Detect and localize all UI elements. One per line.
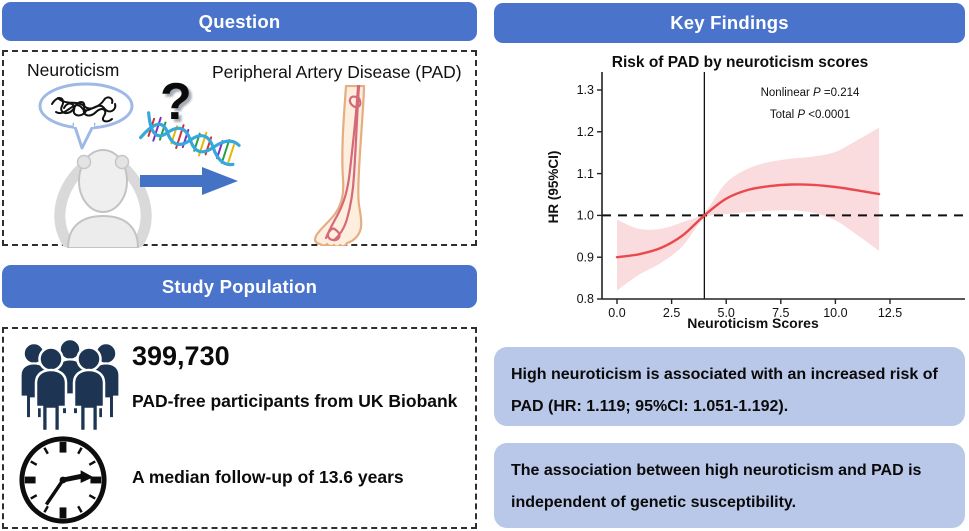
chart-title: Risk of PAD by neuroticism scores: [611, 54, 869, 71]
question-panel: Neuroticism Peripheral Artery Disease (P…: [2, 50, 477, 248]
participant-count: 399,730: [132, 341, 230, 371]
finding-text-1: High neuroticism is associated with an i…: [494, 347, 965, 426]
neuroticism-label: Neuroticism: [27, 60, 120, 80]
question-mark: ?: [160, 73, 192, 131]
y-tick-label: 1.0: [577, 209, 594, 223]
pad-label: Peripheral Artery Disease (PAD): [212, 62, 462, 82]
x-tick-label: 12.5: [878, 306, 902, 320]
participant-caption: PAD-free participants from UK Biobank: [132, 391, 458, 411]
x-tick-label: 10.0: [823, 306, 847, 320]
risk-chart-panel: 0.8 0.9 1.0 1.1 1.2 1.3 0.0 2.5 5.0 7.5 10.0 12.5 HR…: [515, 52, 965, 338]
question-panel-header: Question: [2, 2, 477, 41]
dna-icon: [139, 111, 241, 167]
clock-icon: [19, 436, 107, 524]
risk-chart: 0.8 0.9 1.0 1.1 1.2 1.3 0.0 2.5 5.0 7.5 10.0 12.5 HR…: [546, 72, 965, 331]
followup-text: A median follow-up of 13.6 years: [132, 467, 404, 487]
stressed-person-icon: [54, 149, 152, 248]
scribble-icon: [51, 96, 117, 123]
key-findings-header: Key Findings: [494, 3, 965, 43]
x-tick-label: 2.5: [663, 306, 680, 320]
x-tick-label: 7.5: [772, 306, 789, 320]
y-tick-label: 0.8: [577, 292, 594, 306]
x-tick-label: 0.0: [608, 306, 625, 320]
y-tick-label: 1.3: [577, 83, 594, 97]
finding-text-2: The association between high neuroticism…: [494, 443, 965, 528]
p-value-annotation: Total P <0.0001: [770, 109, 850, 121]
y-tick-label: 0.9: [577, 250, 594, 264]
y-axis-title: HR (95%CI): [546, 151, 561, 224]
x-tick-label: 5.0: [718, 306, 735, 320]
y-tick-label: 1.1: [577, 167, 594, 181]
study-population-panel: 399,730 PAD-free participants from UK Bi…: [2, 327, 477, 529]
hr-curve: [615, 183, 881, 259]
people-group-icon: [19, 338, 121, 433]
study-population-header: Study Population: [2, 265, 477, 308]
p-value-annotation: Nonlinear P =0.214: [761, 87, 860, 99]
y-tick-label: 1.2: [577, 125, 594, 139]
confidence-band: [617, 127, 880, 291]
x-axis-title: Neuroticism Scores: [687, 315, 819, 331]
arrow-icon: [140, 167, 238, 195]
leg-artery-icon: [313, 85, 366, 246]
thought-bubble-icon: [38, 82, 134, 150]
